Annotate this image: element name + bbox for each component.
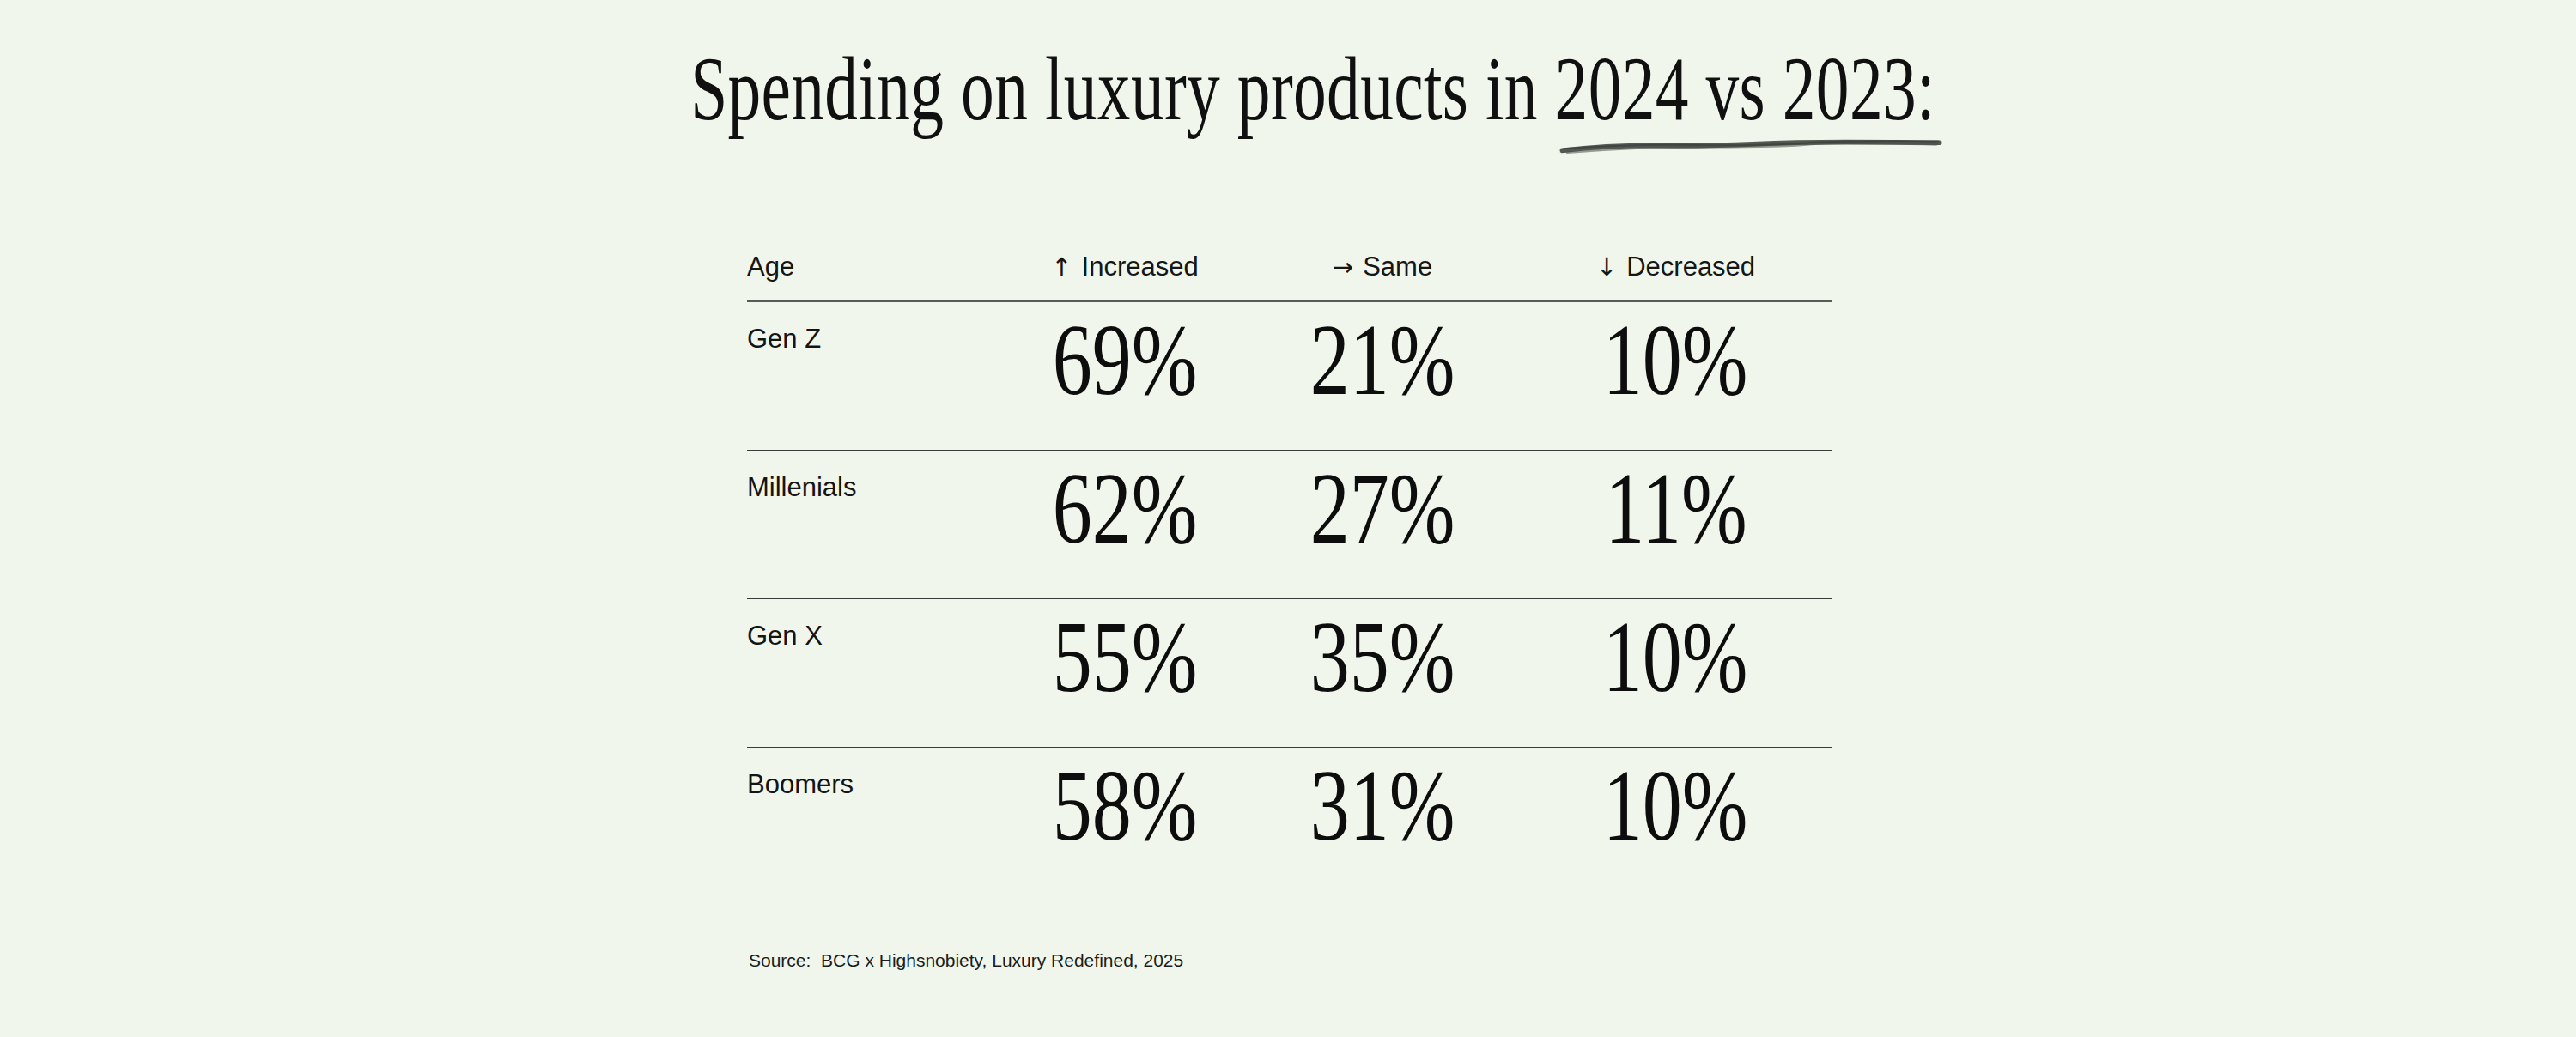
value-same: 27% [1310, 462, 1455, 556]
value-cell: 62% [1005, 451, 1245, 598]
column-header-decreased-label: Decreased [1626, 252, 1755, 282]
value-same: 35% [1310, 610, 1455, 705]
column-header-age: Age [747, 252, 1005, 282]
value-decreased: 10% [1603, 313, 1748, 408]
column-header-increased-label: Increased [1082, 252, 1199, 282]
value-increased: 69% [1053, 313, 1198, 408]
value-increased: 58% [1053, 759, 1198, 853]
title-highlight-text: 2024 vs 2023: [1555, 39, 1935, 139]
value-cell: 35% [1245, 599, 1520, 747]
value-decreased: 11% [1605, 462, 1747, 556]
value-cell: 69% [1005, 302, 1245, 450]
column-header-decreased: ↓ Decreased [1520, 252, 1832, 282]
spending-table: Age ↑ Increased → Same ↓ Decreased Gen Z 69… [747, 252, 1832, 896]
row-label: Boomers [747, 748, 1005, 896]
table-row-gen-z: Gen Z 69% 21% 10% [747, 302, 1832, 451]
column-header-same-label: Same [1363, 252, 1432, 282]
down-arrow-icon: ↓ [1596, 252, 1617, 282]
table-row-millenials: Millenials 62% 27% 11% [747, 451, 1832, 599]
value-cell: 21% [1245, 302, 1520, 450]
table-row-boomers: Boomers 58% 31% 10% [747, 748, 1832, 896]
table-row-gen-x: Gen X 55% 35% 10% [747, 599, 1832, 748]
scribble-underline-icon [1558, 135, 1943, 157]
value-cell: 11% [1520, 451, 1832, 598]
value-cell: 55% [1005, 599, 1245, 747]
row-label: Gen X [747, 599, 1005, 747]
value-cell: 58% [1005, 748, 1245, 896]
page-title: Spending on luxury products in 2024 vs 2… [355, 44, 2235, 135]
value-same: 21% [1310, 313, 1455, 408]
infographic-canvas: Spending on luxury products in 2024 vs 2… [0, 0, 2576, 1037]
column-header-age-label: Age [747, 252, 794, 282]
value-cell: 10% [1520, 748, 1832, 896]
source-note: Source: BCG x Highsnobiety, Luxury Redef… [749, 949, 1183, 972]
value-increased: 55% [1053, 610, 1198, 705]
up-arrow-icon: ↑ [1051, 252, 1072, 282]
value-cell: 27% [1245, 451, 1520, 598]
value-cell: 10% [1520, 302, 1832, 450]
row-label: Gen Z [747, 302, 1005, 450]
column-header-increased: ↑ Increased [1005, 252, 1245, 282]
right-arrow-icon: → [1333, 252, 1353, 282]
column-header-same: → Same [1245, 252, 1520, 282]
table-header-row: Age ↑ Increased → Same ↓ Decreased [747, 252, 1832, 302]
value-cell: 10% [1520, 599, 1832, 747]
value-decreased: 10% [1603, 610, 1748, 705]
value-same: 31% [1310, 759, 1455, 853]
title-highlight: 2024 vs 2023: [1555, 44, 1935, 135]
value-cell: 31% [1245, 748, 1520, 896]
value-decreased: 10% [1603, 759, 1748, 853]
title-prefix: Spending on luxury products in [690, 39, 1554, 139]
row-label: Millenials [747, 451, 1005, 598]
value-increased: 62% [1053, 462, 1198, 556]
